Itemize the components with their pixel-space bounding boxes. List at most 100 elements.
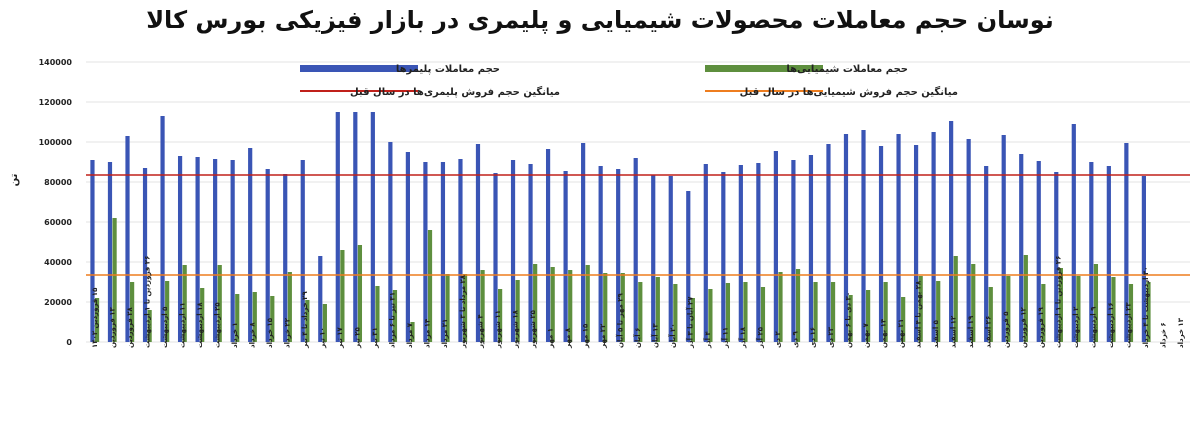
legend-label-chemicals: حجم معاملات شیمیایی‌ها xyxy=(786,64,908,75)
bar-chemicals xyxy=(568,270,573,342)
legend-label-polymers: حجم معاملات پلیمرها xyxy=(396,64,500,75)
bar-chemicals xyxy=(550,267,555,342)
y-tick-label: 120000 xyxy=(39,98,73,107)
bar-polymers xyxy=(668,176,673,342)
x-tick-label: ۱ مهر xyxy=(546,328,554,349)
x-tick-label: ۱۵ فروردین ۱۴۰۲ xyxy=(91,287,99,348)
x-tick-label: ۳۱ تیر xyxy=(371,327,379,349)
bar-chemicals xyxy=(883,282,888,342)
x-tick-label: ۱۶ اردیبهشت xyxy=(1107,302,1115,348)
bar-polymers xyxy=(107,162,113,342)
bar-chemicals xyxy=(1006,276,1011,342)
x-tick-label: ۹ دی xyxy=(792,331,800,348)
bar-chemicals xyxy=(340,250,345,342)
bar-chemicals xyxy=(200,288,205,342)
x-tick-label: ۲۸ فروردین xyxy=(126,306,134,348)
y-tick-label: 140000 xyxy=(39,58,73,67)
x-tick-label: ۱۵ مهر xyxy=(581,323,589,349)
y-tick-label: 80000 xyxy=(44,178,72,187)
bar-polymers xyxy=(1141,176,1146,342)
x-tick-label: ۹ اردیبهشت xyxy=(1090,306,1098,348)
x-tick-label: ۲۹ مهر تا ۵ آبان xyxy=(615,292,624,348)
bar-polymers xyxy=(861,130,866,342)
y-axis-ticks: 0 20000 40000 60000 80000 100000 120000 140000 xyxy=(39,58,73,347)
y-tick-label: 40000 xyxy=(44,258,72,267)
bar-polymers xyxy=(528,164,533,342)
bar-polymers xyxy=(318,256,323,342)
bar-chemicals xyxy=(375,286,380,342)
x-tick-label: ۲۳ اردیبهشت xyxy=(1125,302,1133,348)
bar-chemicals xyxy=(603,273,608,342)
bar-polymers xyxy=(686,191,691,342)
bar-chemicals xyxy=(322,304,327,342)
bar-chemicals xyxy=(743,282,748,342)
bar-polymers xyxy=(423,162,428,342)
bar-chemicals xyxy=(1023,255,1028,342)
bar-polymers xyxy=(738,165,743,342)
x-tick-label: ۱۵ خرداد xyxy=(266,317,274,348)
bar-polymers xyxy=(1071,124,1076,342)
bar-chemicals xyxy=(445,274,450,342)
x-tick-label: ۲۶ فروردین تا ۱ اردیبهشت xyxy=(1055,256,1063,348)
bar-chemicals xyxy=(147,310,152,342)
x-tick-label: ۱۱ اردیبهشت xyxy=(178,302,186,348)
bar-chemicals xyxy=(287,272,292,342)
bar-polymers xyxy=(440,162,446,342)
bar-polymers xyxy=(142,168,148,342)
x-tick-label: ۲۵ تیر xyxy=(354,326,362,349)
bar-polymers xyxy=(756,163,761,342)
bar-chemicals xyxy=(901,297,906,342)
bar-polymers xyxy=(510,160,516,342)
bar-polymers xyxy=(1124,143,1129,342)
bar-polymers xyxy=(475,144,481,342)
bar-polymers xyxy=(300,160,305,342)
bar-chemicals xyxy=(708,289,713,342)
bar-chemicals xyxy=(357,245,363,342)
bar-chemicals xyxy=(498,289,503,342)
bar-polymers xyxy=(633,158,638,342)
bar-polymers xyxy=(213,159,218,342)
bar-polymers xyxy=(878,146,884,342)
bar-polymers xyxy=(703,164,708,342)
bar-polymers xyxy=(388,142,393,342)
legend-swatch-polymers xyxy=(300,65,418,72)
bar-polymers xyxy=(265,169,270,342)
bar-chemicals xyxy=(217,265,222,342)
x-tick-label: ۲۸ مرداد تا ۳ شهریور xyxy=(459,274,467,349)
bar-chemicals xyxy=(971,264,976,342)
y-tick-label: 100000 xyxy=(39,138,73,147)
bar-chemicals xyxy=(305,300,310,342)
bar-chemicals xyxy=(533,264,538,342)
x-tick-label: ۱۳ آبان xyxy=(651,323,660,348)
bar-polymers xyxy=(335,112,340,342)
x-tick-label: ۸ مهر xyxy=(564,327,572,349)
bar-chemicals xyxy=(1111,277,1116,342)
bar-polymers xyxy=(195,157,200,342)
bar-chemicals xyxy=(953,256,958,342)
x-tick-label: ۱۷ تیر xyxy=(336,326,344,349)
bar-chemicals xyxy=(235,294,240,342)
bar-polymers xyxy=(353,112,358,342)
bar-polymers xyxy=(581,143,586,342)
x-tick-label: ۲۰ آبان xyxy=(668,323,677,348)
x-tick-label: ۱۸ آذر xyxy=(738,326,747,349)
bar-chemicals xyxy=(480,270,485,342)
x-tick-label: ۱۱ آذر xyxy=(721,327,730,349)
bar-chemicals xyxy=(673,284,678,342)
y-tick-label: 60000 xyxy=(44,218,72,227)
bar-chemicals xyxy=(725,283,731,342)
bar-polymers xyxy=(545,149,551,342)
bar-polymers xyxy=(949,121,954,342)
bar-polymers xyxy=(493,173,498,342)
x-axis-labels: ۱۵ فروردین ۱۴۰۲ ۱۳ فروردین ۲۸ فروردین ۲۶ فر… xyxy=(91,256,1185,349)
bar-chemicals xyxy=(585,265,590,342)
x-tick-label: ۱۳ خرداد xyxy=(1177,317,1185,348)
bar-chemicals xyxy=(112,218,117,342)
x-tick-label: ۱۸ شهریور xyxy=(511,309,519,349)
bar-polymers xyxy=(826,144,831,342)
bar-polymers xyxy=(1106,166,1111,342)
x-tick-label: ۲۵ اردیبهشت xyxy=(213,302,221,348)
x-tick-label: ۴ آذر xyxy=(703,331,712,349)
bar-polymers xyxy=(616,169,621,342)
reference-lines-layer xyxy=(86,174,1190,276)
